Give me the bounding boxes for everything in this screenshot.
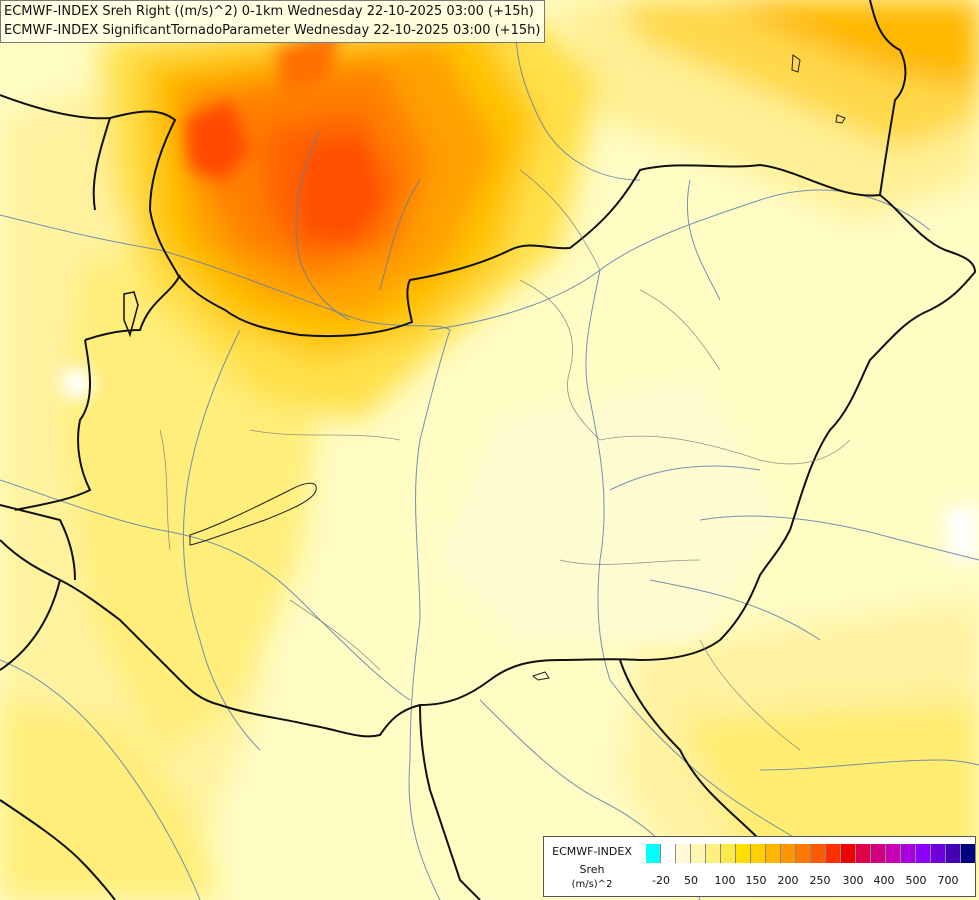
legend-swatch <box>751 844 766 863</box>
legend-swatch <box>946 844 961 863</box>
legend-ticks: -20 50 100 150 200 250 300 400 500 700 <box>646 874 976 890</box>
legend-tick-label: 700 <box>937 874 959 887</box>
lake-outline <box>189 482 317 546</box>
legend-tick-label: 200 <box>777 874 799 887</box>
legend-swatch <box>811 844 826 863</box>
legend-swatch <box>736 844 751 863</box>
island-outline <box>835 114 846 124</box>
island-outline <box>531 671 550 681</box>
legend-swatch <box>661 844 676 863</box>
legend-swatch <box>826 844 841 863</box>
legend-swatch <box>856 844 871 863</box>
legend-tick-label: 150 <box>745 874 767 887</box>
legend-swatch <box>796 844 811 863</box>
legend-tick-label: -20 <box>652 874 670 887</box>
legend-swatch <box>676 844 691 863</box>
legend-tick-label: 300 <box>842 874 864 887</box>
legend-tick-label: 400 <box>873 874 895 887</box>
legend-swatch <box>841 844 856 863</box>
legend-swatch <box>691 844 706 863</box>
legend-swatch <box>721 844 736 863</box>
legend-swatch <box>901 844 916 863</box>
legend-model: ECMWF-INDEX <box>552 845 632 858</box>
legend-swatch <box>766 844 781 863</box>
legend-swatches <box>646 844 976 863</box>
island-outline <box>123 291 139 338</box>
legend-parameter: Sreh <box>579 863 605 876</box>
legend-tick-label: 50 <box>684 874 698 887</box>
legend-swatch <box>646 844 661 863</box>
map-title-line-1: ECMWF-INDEX Sreh Right ((m/s)^2) 0-1km W… <box>4 4 534 19</box>
map-title-box: ECMWF-INDEX Sreh Right ((m/s)^2) 0-1km W… <box>0 0 546 43</box>
legend-swatch <box>781 844 796 863</box>
color-legend: ECMWF-INDEX Sreh (m/s)^2 -20 50 100 150 200 2… <box>543 836 976 897</box>
legend-unit: (m/s)^2 <box>571 879 613 890</box>
island-outline <box>791 54 801 73</box>
legend-tick-label: 100 <box>714 874 736 887</box>
legend-swatch <box>706 844 721 863</box>
legend-swatch <box>931 844 946 863</box>
legend-tick-label: 500 <box>905 874 927 887</box>
legend-swatch <box>961 844 976 863</box>
map-title-line-2: ECMWF-INDEX SignificantTornadoParameter … <box>4 23 541 38</box>
legend-swatch <box>916 844 931 863</box>
legend-swatch <box>886 844 901 863</box>
legend-swatch <box>871 844 886 863</box>
region-boundaries <box>159 169 851 751</box>
legend-tick-label: 250 <box>809 874 831 887</box>
